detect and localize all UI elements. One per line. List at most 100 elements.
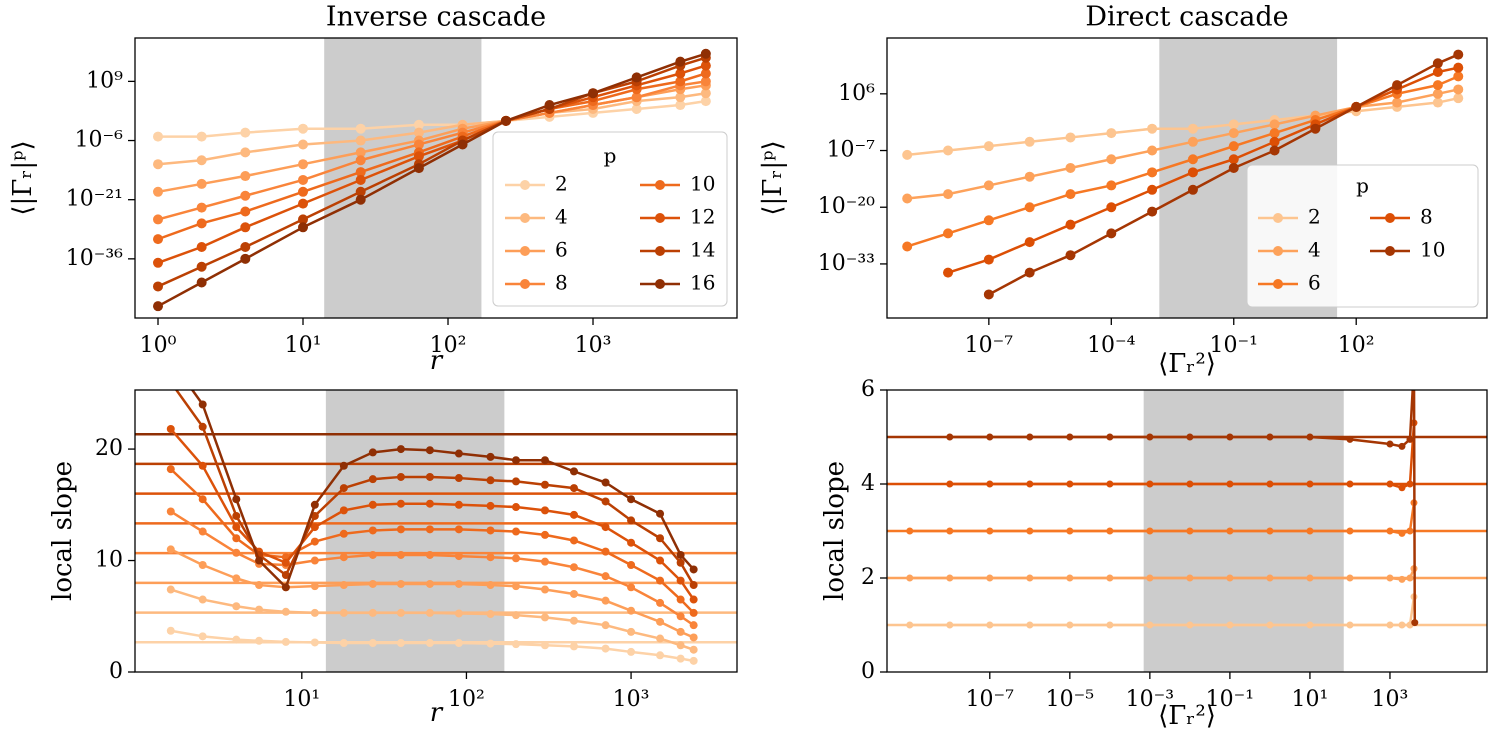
data-point: [1106, 433, 1114, 441]
data-point: [676, 612, 685, 621]
data-point: [298, 139, 309, 150]
data-point: [310, 537, 319, 546]
data-point: [1147, 123, 1158, 134]
data-point: [1386, 621, 1394, 629]
data-point: [355, 167, 366, 178]
data-point: [1406, 480, 1414, 488]
data-point: [1228, 119, 1239, 130]
data-point: [232, 511, 241, 520]
y-tick-label: 10⁻²⁰: [818, 194, 875, 219]
data-point: [1226, 574, 1234, 582]
data-point: [1026, 433, 1034, 441]
legend-label: 8: [555, 271, 568, 295]
y-tick-label: 10⁻²¹: [66, 187, 123, 212]
data-point: [656, 556, 665, 565]
data-point: [1406, 527, 1414, 535]
data-point: [454, 579, 463, 588]
data-point: [1266, 621, 1274, 629]
x-tick-label: 10²: [448, 687, 485, 712]
plot-area: [153, 38, 711, 318]
data-point: [153, 214, 164, 225]
data-point: [454, 449, 463, 458]
data-point: [1024, 171, 1035, 182]
data-point: [1228, 162, 1239, 173]
data-point: [1065, 189, 1076, 200]
data-point: [631, 103, 642, 114]
data-point: [675, 92, 686, 103]
data-point: [486, 639, 495, 648]
data-point: [540, 506, 549, 515]
panel: 10⁰ 10¹ 10² 10³ 10⁹ 10⁻⁶ 10⁻²¹ 10⁻³⁶ Inverse cas…: [8, 2, 738, 376]
data-point: [1187, 167, 1198, 178]
data-point: [511, 582, 520, 591]
data-point: [1432, 67, 1443, 78]
data-point: [486, 501, 495, 510]
data-point: [232, 534, 241, 543]
data-point: [511, 640, 520, 649]
data-point: [1106, 574, 1114, 582]
data-point: [1106, 621, 1114, 629]
legend-label: 4: [555, 205, 568, 229]
data-point: [298, 198, 309, 209]
y-axis-label: local slope: [820, 461, 850, 601]
x-tick-label: 10⁻⁵: [1046, 687, 1094, 712]
legend-title: p: [604, 144, 617, 168]
data-point: [1351, 101, 1362, 112]
data-point: [166, 507, 175, 516]
data-point: [240, 127, 251, 138]
data-point: [943, 189, 954, 200]
data-point: [198, 422, 207, 431]
legend-marker: [655, 246, 665, 256]
data-point: [986, 480, 994, 488]
data-point: [601, 478, 610, 487]
data-point: [1346, 435, 1354, 443]
data-point: [689, 595, 698, 604]
data-point: [1146, 574, 1154, 582]
x-tick-label: 10¹: [1292, 687, 1329, 712]
data-point: [1269, 136, 1280, 147]
x-tick-label: 10⁻¹: [1206, 687, 1254, 712]
data-point: [631, 92, 642, 103]
legend-marker: [520, 213, 530, 223]
data-point: [355, 174, 366, 185]
data-point: [355, 147, 366, 158]
y-tick-label: 20: [95, 436, 123, 461]
x-axis-label: r: [430, 346, 444, 376]
data-point: [396, 550, 405, 559]
legend-label: 16: [690, 271, 715, 295]
data-point: [902, 241, 913, 252]
data-point: [569, 616, 578, 625]
data-point: [413, 163, 424, 174]
legend-box: [492, 131, 728, 307]
legend-marker: [1273, 213, 1283, 223]
data-point: [1106, 228, 1117, 239]
data-point: [196, 261, 207, 272]
series-line: [947, 66, 1459, 274]
series-line: [170, 629, 694, 663]
data-point: [689, 621, 698, 630]
data-point: [1026, 480, 1034, 488]
data-point: [700, 48, 711, 59]
data-point: [1346, 527, 1354, 535]
data-point: [1026, 574, 1034, 582]
data-point: [196, 131, 207, 142]
data-point: [240, 190, 251, 201]
data-point: [232, 495, 241, 504]
data-point: [396, 499, 405, 508]
legend-title: p: [1356, 174, 1369, 198]
data-point: [396, 472, 405, 481]
data-point: [1453, 84, 1464, 95]
data-point: [240, 206, 251, 217]
data-point: [656, 598, 665, 607]
data-point: [1453, 71, 1464, 82]
data-point: [1269, 119, 1280, 130]
data-point: [676, 595, 685, 604]
y-tick-label: 6: [861, 377, 875, 402]
data-point: [500, 115, 511, 126]
x-axis-label: ⟨Γᵣ²⟩: [1158, 701, 1216, 731]
data-point: [1306, 433, 1314, 441]
data-point: [355, 123, 366, 134]
data-point: [1386, 480, 1394, 488]
legend-marker: [1385, 213, 1395, 223]
data-point: [1146, 480, 1154, 488]
